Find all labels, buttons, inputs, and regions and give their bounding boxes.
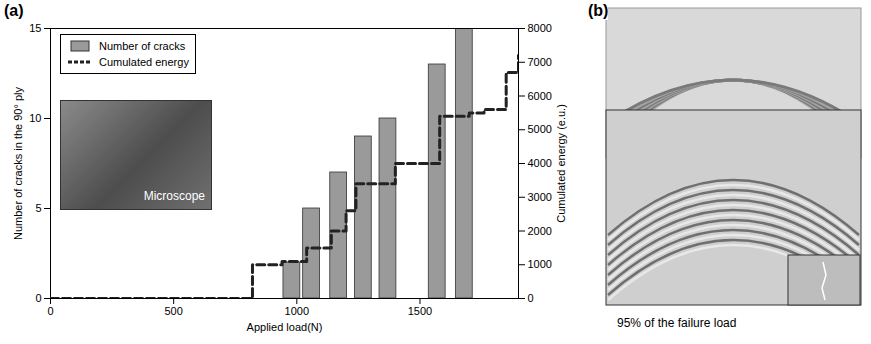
svg-text:0: 0 — [35, 292, 41, 304]
svg-text:7000: 7000 — [528, 56, 552, 68]
svg-text:95% of the failure load: 95% of the failure load — [617, 316, 736, 330]
svg-text:Applied load(N): Applied load(N) — [247, 321, 323, 333]
svg-text:3000: 3000 — [528, 191, 552, 203]
html-text:Cumulated energy: Cumulated energy — [99, 56, 189, 68]
svg-text:8000: 8000 — [528, 22, 552, 34]
svg-text:Number of cracks in the 90° pl: Number of cracks in the 90° ply — [12, 87, 24, 240]
svg-text:4000: 4000 — [528, 157, 552, 169]
svg-text:2000: 2000 — [528, 225, 552, 237]
svg-text:1000: 1000 — [528, 258, 552, 270]
svg-text:1000: 1000 — [285, 305, 309, 317]
svg-text:6000: 6000 — [528, 90, 552, 102]
svg-text:1500: 1500 — [408, 305, 432, 317]
svg-text:5000: 5000 — [528, 123, 552, 135]
svg-text:15: 15 — [29, 22, 41, 34]
html-text:(a): (a) — [4, 2, 24, 19]
svg-text:5: 5 — [35, 202, 41, 214]
svg-text:0: 0 — [47, 305, 53, 317]
svg-text:Cumulated energy (e.u.): Cumulated energy (e.u.) — [555, 104, 567, 223]
html-text:(b): (b) — [588, 2, 609, 19]
svg-text:500: 500 — [164, 305, 182, 317]
html-text:Number of cracks: Number of cracks — [99, 40, 186, 52]
svg-text:0: 0 — [528, 292, 534, 304]
svg-text:10: 10 — [29, 112, 41, 124]
html-text:Microscope: Microscope — [143, 189, 205, 203]
